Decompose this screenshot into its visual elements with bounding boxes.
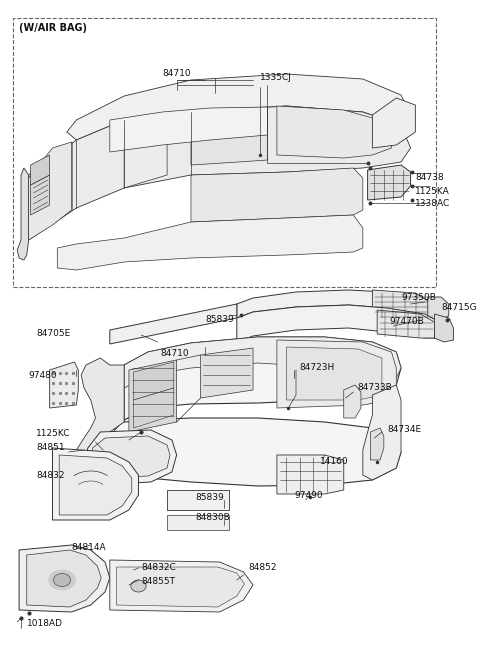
Ellipse shape xyxy=(131,580,146,592)
Polygon shape xyxy=(124,113,167,188)
Text: 84855T: 84855T xyxy=(141,577,175,586)
Polygon shape xyxy=(19,545,110,612)
Polygon shape xyxy=(167,490,229,510)
Polygon shape xyxy=(129,360,177,432)
Text: 1018AD: 1018AD xyxy=(27,619,63,628)
Text: 84738: 84738 xyxy=(415,173,444,182)
Polygon shape xyxy=(344,385,361,418)
Text: 1335CJ: 1335CJ xyxy=(260,73,291,83)
Polygon shape xyxy=(167,515,229,530)
Polygon shape xyxy=(29,142,72,240)
Text: 84852: 84852 xyxy=(248,564,277,573)
Text: 84705E: 84705E xyxy=(36,329,71,337)
Polygon shape xyxy=(277,340,396,408)
Polygon shape xyxy=(434,314,454,342)
Polygon shape xyxy=(377,310,434,338)
Text: 1338AC: 1338AC xyxy=(415,199,451,209)
Polygon shape xyxy=(110,337,401,486)
Text: 84710: 84710 xyxy=(162,68,191,77)
Polygon shape xyxy=(57,215,363,270)
Polygon shape xyxy=(277,455,344,494)
Ellipse shape xyxy=(53,573,71,586)
Text: 84814A: 84814A xyxy=(72,544,106,552)
Polygon shape xyxy=(363,385,401,480)
Polygon shape xyxy=(372,290,430,318)
Polygon shape xyxy=(52,448,138,520)
Polygon shape xyxy=(201,348,253,398)
Polygon shape xyxy=(191,168,363,222)
Polygon shape xyxy=(72,358,124,490)
Text: 84832C: 84832C xyxy=(141,564,176,573)
Polygon shape xyxy=(91,436,170,478)
Polygon shape xyxy=(124,337,401,388)
Polygon shape xyxy=(67,74,410,140)
Polygon shape xyxy=(287,347,382,400)
Ellipse shape xyxy=(48,570,75,590)
Text: 84715G: 84715G xyxy=(441,304,477,312)
Polygon shape xyxy=(133,388,174,428)
Polygon shape xyxy=(29,106,410,240)
Text: 85839: 85839 xyxy=(205,314,234,323)
Text: 84851: 84851 xyxy=(36,443,65,453)
Polygon shape xyxy=(117,567,244,607)
Text: 84723H: 84723H xyxy=(300,363,335,373)
Polygon shape xyxy=(17,168,29,260)
Polygon shape xyxy=(191,107,267,165)
Polygon shape xyxy=(428,297,449,319)
Text: 84733B: 84733B xyxy=(357,384,392,392)
Text: (W/AIR BAG): (W/AIR BAG) xyxy=(19,23,87,33)
Polygon shape xyxy=(110,304,237,344)
Polygon shape xyxy=(133,362,174,400)
Text: 84710: 84710 xyxy=(160,348,189,358)
Polygon shape xyxy=(371,428,384,460)
Polygon shape xyxy=(110,560,253,612)
Polygon shape xyxy=(27,550,101,607)
Text: 84734E: 84734E xyxy=(388,426,422,434)
Polygon shape xyxy=(31,155,49,185)
Text: 85839: 85839 xyxy=(196,493,225,502)
Text: 84832: 84832 xyxy=(36,470,65,480)
Polygon shape xyxy=(277,106,392,158)
Polygon shape xyxy=(31,175,49,215)
Text: 14160: 14160 xyxy=(320,457,348,466)
Text: 97470B: 97470B xyxy=(390,318,424,327)
Polygon shape xyxy=(372,98,415,148)
Text: 1125KC: 1125KC xyxy=(36,430,71,438)
Polygon shape xyxy=(59,455,132,515)
Polygon shape xyxy=(84,430,177,485)
Polygon shape xyxy=(237,305,439,342)
Text: 97490: 97490 xyxy=(294,491,323,501)
Polygon shape xyxy=(110,107,267,152)
Text: 84830B: 84830B xyxy=(196,514,230,522)
Text: 1125KA: 1125KA xyxy=(415,186,450,195)
Text: 97480: 97480 xyxy=(29,371,57,380)
Polygon shape xyxy=(368,165,410,200)
Bar xyxy=(13,18,436,287)
Polygon shape xyxy=(237,290,434,318)
Text: 97350B: 97350B xyxy=(401,293,436,302)
Polygon shape xyxy=(49,362,78,408)
